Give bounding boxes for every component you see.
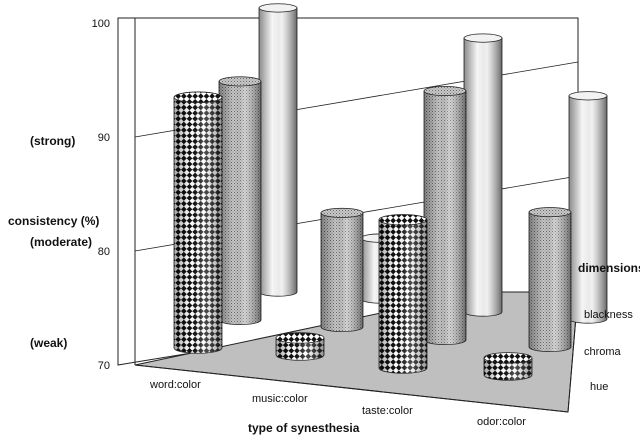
cylinder-shading (321, 212, 363, 332)
strength-label: (moderate) (30, 235, 92, 249)
cylinder-top (275, 332, 325, 344)
cylinder-top (568, 91, 608, 101)
category-label: odor:color (477, 416, 526, 428)
category-label: taste:color (362, 405, 413, 417)
y-tick-label: 100 (92, 18, 110, 30)
cylinder-shading (424, 91, 466, 345)
cylinder-chroma-taste:color (423, 86, 467, 346)
cylinder-top (463, 33, 503, 43)
cylinder-shading (379, 219, 428, 374)
cylinder-top (378, 214, 428, 226)
cylinder-shading (569, 95, 607, 324)
category-label: music:color (252, 393, 308, 405)
strength-label: (weak) (30, 336, 67, 350)
cylinder-shading (529, 212, 571, 352)
y-axis-title: consistency (%) (8, 214, 99, 228)
chart-texts: 70 80 90 100 (strong) (moderate) (weak) consist… (8, 18, 640, 435)
y-tick-label: 80 (98, 246, 110, 258)
legend-title: dimensions (578, 261, 640, 275)
cylinder-blackness-taste:color (463, 33, 503, 317)
cylinder-hue-music:color (275, 332, 325, 361)
strength-label: (strong) (30, 134, 75, 148)
front-floor-edge (134, 364, 569, 413)
cylinder-blackness-word:color (258, 3, 298, 297)
series-label-hue: hue (590, 381, 608, 393)
cylinder-chroma-music:color (320, 207, 364, 333)
cylinder-shading (484, 357, 532, 381)
series-label-chroma: chroma (584, 346, 622, 358)
y-tick-label: 70 (98, 360, 110, 372)
cylinder-top (483, 352, 533, 364)
cylinder-top (173, 91, 223, 103)
cylinder-shading (219, 81, 261, 325)
category-label: word:color (149, 379, 201, 391)
cylinder-chroma-word:color (218, 76, 262, 326)
cylinder-hue-taste:color (378, 214, 428, 374)
y-tick-label: 90 (98, 132, 110, 144)
x-axis-title: type of synesthesia (248, 421, 360, 435)
cylinder-top (423, 86, 467, 97)
cylinder-shading (259, 7, 297, 297)
cylinder-top (258, 3, 298, 13)
cylinder-shading (276, 337, 324, 361)
cylinder-top (528, 207, 572, 218)
cylinder-hue-word:color (173, 91, 223, 354)
cylinders (173, 3, 608, 381)
cylinder-shading (174, 97, 222, 354)
cylinder-shading (464, 38, 502, 317)
cylinder-blackness-odor:color (568, 91, 608, 324)
cylinder-top (218, 76, 262, 87)
cylinder-chroma-odor:color (528, 207, 572, 353)
cylinder-hue-odor:color (483, 352, 533, 381)
cylinder-top (320, 207, 364, 218)
series-label-blackness: blackness (584, 309, 633, 321)
